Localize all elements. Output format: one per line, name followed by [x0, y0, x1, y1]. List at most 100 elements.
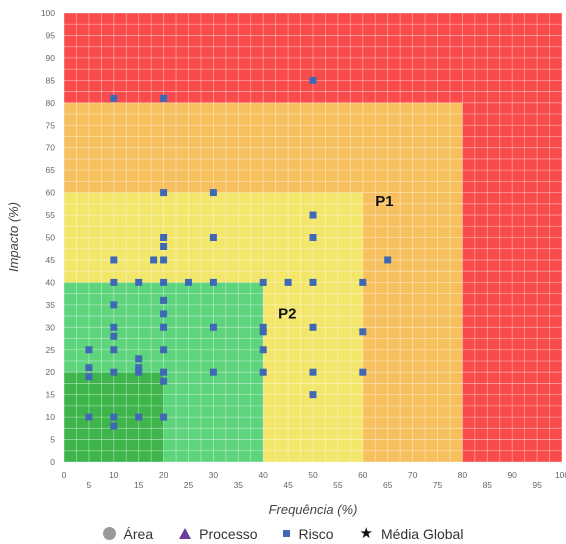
legend-label: Risco — [298, 525, 334, 542]
risk-point[interactable] — [309, 368, 317, 376]
y-tick-label: 35 — [46, 300, 56, 310]
risk-point[interactable] — [135, 368, 143, 376]
risk-point[interactable] — [110, 94, 118, 102]
y-tick-label: 75 — [46, 120, 56, 130]
y-tick-label: 65 — [46, 165, 56, 175]
risk-point[interactable] — [160, 368, 168, 376]
risk-point[interactable] — [209, 189, 217, 197]
risk-point[interactable] — [160, 242, 168, 250]
risk-point[interactable] — [110, 301, 118, 309]
zone-label-p1: P1 — [375, 193, 393, 210]
risk-point[interactable] — [259, 323, 267, 331]
x-tick-label: 50 — [308, 470, 318, 480]
y-tick-label: 15 — [46, 390, 56, 400]
risk-point[interactable] — [110, 278, 118, 286]
x-tick-label: 10 — [109, 470, 119, 480]
risk-point[interactable] — [110, 422, 118, 430]
risk-point[interactable] — [160, 323, 168, 331]
risk-point[interactable] — [309, 391, 317, 399]
risk-point[interactable] — [135, 364, 143, 372]
risk-point[interactable] — [160, 94, 168, 102]
y-tick-label: 100 — [41, 8, 55, 18]
risk-point[interactable] — [135, 355, 143, 363]
risk-point[interactable] — [110, 323, 118, 331]
risk-point[interactable] — [135, 413, 143, 421]
risk-point[interactable] — [309, 278, 317, 286]
y-tick-label: 60 — [46, 188, 56, 198]
risk-point[interactable] — [160, 296, 168, 304]
risk-point[interactable] — [110, 413, 118, 421]
x-tick-label: 15 — [134, 480, 144, 490]
risk-point[interactable] — [185, 278, 192, 286]
risk-point[interactable] — [150, 256, 158, 264]
x-tick-label: 40 — [258, 470, 268, 480]
triangle-icon — [179, 528, 192, 539]
risk-point[interactable] — [359, 328, 367, 336]
risk-point[interactable] — [284, 278, 292, 286]
risk-point[interactable] — [160, 256, 168, 264]
legend-label: Processo — [199, 525, 258, 542]
x-tick-label: 0 — [62, 470, 67, 480]
circle-icon — [102, 527, 116, 540]
x-tick-label: 35 — [234, 480, 244, 490]
risk-point[interactable] — [110, 368, 118, 376]
legend-item-media-global[interactable]: ★ Média Global — [360, 526, 464, 542]
y-tick-label: 5 — [50, 435, 55, 445]
y-tick-label: 80 — [46, 98, 56, 108]
risk-point[interactable] — [160, 278, 168, 286]
x-tick-label: 5 — [87, 480, 92, 490]
risk-point[interactable] — [110, 346, 118, 354]
y-tick-label: 25 — [46, 345, 56, 355]
y-axis-title: Impacto (%) — [6, 202, 21, 272]
x-tick-label: 85 — [483, 480, 493, 490]
risk-point[interactable] — [309, 76, 317, 84]
risk-point[interactable] — [259, 328, 267, 336]
risk-point[interactable] — [85, 413, 93, 421]
risk-point[interactable] — [359, 278, 367, 286]
risk-point[interactable] — [359, 368, 367, 376]
x-tick-label: 100 — [555, 470, 566, 480]
risk-point[interactable] — [209, 234, 217, 241]
risk-points — [85, 76, 392, 430]
risk-point[interactable] — [160, 310, 168, 318]
y-tick-label: 0 — [50, 457, 55, 467]
legend-label: Média Global — [380, 525, 464, 542]
risk-point[interactable] — [85, 364, 93, 372]
risk-point[interactable] — [160, 377, 168, 385]
risk-point[interactable] — [160, 346, 168, 354]
risk-point[interactable] — [209, 278, 217, 286]
legend-item-risco[interactable]: Risco — [283, 525, 334, 542]
legend-item-area[interactable]: Área — [102, 525, 154, 542]
x-tick-label: 20 — [159, 470, 169, 480]
risk-point[interactable] — [209, 323, 217, 331]
risk-point[interactable] — [309, 211, 317, 219]
x-tick-label: 45 — [283, 480, 293, 490]
risk-point[interactable] — [160, 234, 168, 241]
x-tick-label: 60 — [358, 470, 368, 480]
chart-legend: Área Processo Risco ★ Média Global — [0, 523, 566, 544]
risk-point[interactable] — [259, 346, 267, 354]
risk-point[interactable] — [160, 413, 168, 421]
x-tick-label: 90 — [507, 470, 517, 480]
y-tick-label: 50 — [46, 233, 56, 243]
y-tick-label: 90 — [46, 53, 56, 63]
legend-label: Área — [123, 525, 154, 542]
y-tick-label: 20 — [46, 367, 56, 377]
risk-point[interactable] — [160, 189, 168, 197]
y-tick-label: 45 — [46, 255, 56, 265]
risk-point[interactable] — [259, 368, 267, 376]
legend-item-processo[interactable]: Processo — [179, 526, 257, 542]
risk-point[interactable] — [85, 346, 93, 354]
risk-point[interactable] — [110, 256, 118, 264]
risk-point[interactable] — [110, 332, 118, 340]
y-tick-label: 10 — [46, 412, 56, 422]
x-axis-ticks: 0 5 10 15 20 25 30 35 40 45 50 55 60 65 70 75 80 85 90 95 10… — [62, 470, 566, 490]
risk-point[interactable] — [135, 278, 143, 286]
risk-point[interactable] — [309, 234, 317, 241]
risk-point[interactable] — [259, 278, 267, 286]
risk-point[interactable] — [384, 256, 392, 264]
risk-point[interactable] — [309, 323, 317, 331]
risk-point[interactable] — [85, 373, 93, 381]
risk-point[interactable] — [209, 368, 217, 376]
